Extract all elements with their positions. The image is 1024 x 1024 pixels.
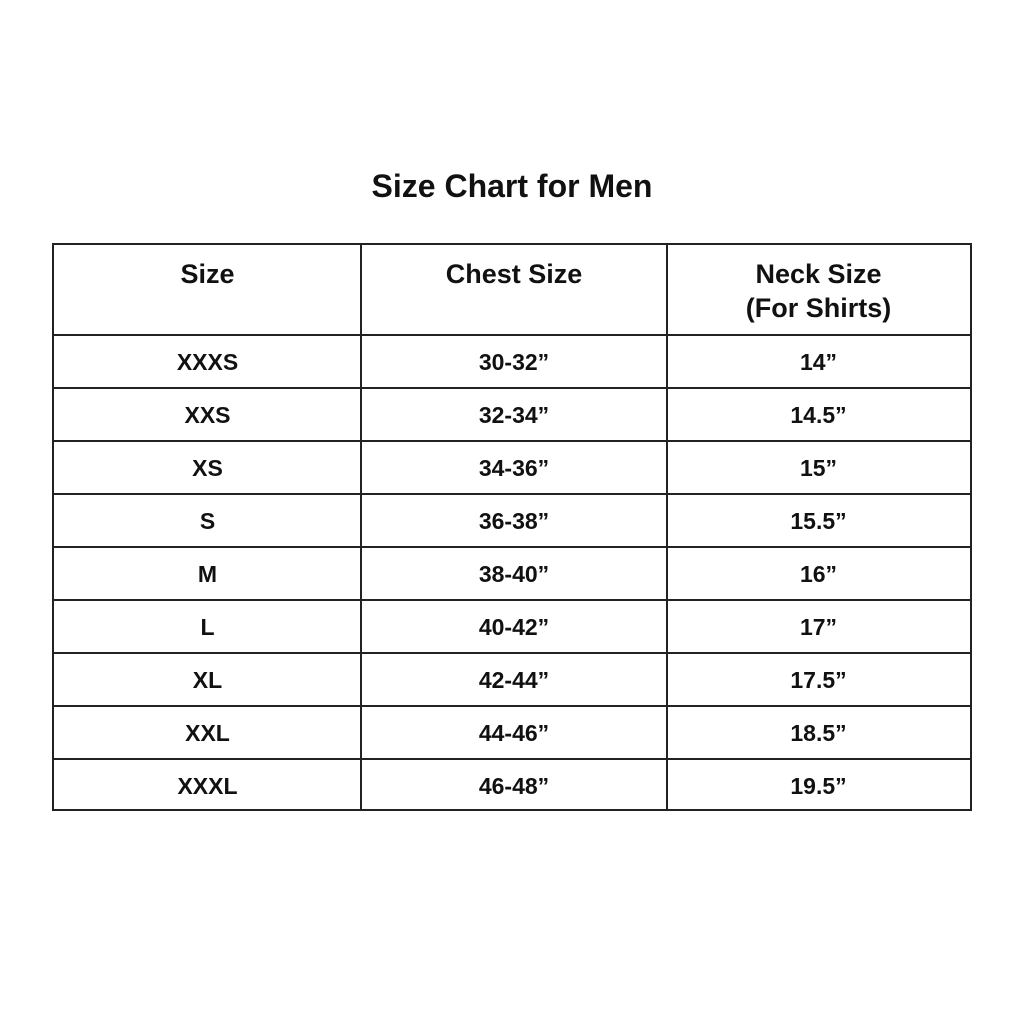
- body-cell: 14.5”: [790, 401, 847, 428]
- row-divider: [54, 334, 970, 336]
- body-cell: 17.5”: [790, 666, 847, 693]
- body-cell: M: [197, 560, 218, 587]
- row-divider: [54, 758, 970, 760]
- size-table: Size Chest Size Neck Size (For Shirts) XXXS…: [52, 243, 972, 811]
- body-cell: 18.5”: [790, 719, 847, 746]
- body-cell: S: [199, 507, 216, 534]
- body-cell: 14”: [799, 348, 838, 375]
- row-divider: [54, 493, 970, 495]
- row-divider: [54, 599, 970, 601]
- body-cell: XXL: [185, 719, 230, 746]
- column-divider: [666, 245, 668, 809]
- body-cell: XL: [192, 666, 223, 693]
- body-cell: 34-36”: [478, 454, 550, 481]
- body-cell: XXXL: [177, 772, 238, 799]
- body-cell: 32-34”: [478, 401, 550, 428]
- column-divider: [360, 245, 362, 809]
- header-cell: Size: [180, 259, 235, 289]
- body-cell: 15.5”: [790, 507, 847, 534]
- body-cell: 30-32”: [478, 348, 550, 375]
- body-cell: 38-40”: [478, 560, 550, 587]
- body-cell: 44-46”: [478, 719, 550, 746]
- body-cell: 42-44”: [478, 666, 550, 693]
- body-cell: 40-42”: [478, 613, 550, 640]
- body-cell: 19.5”: [790, 772, 847, 799]
- row-divider: [54, 546, 970, 548]
- body-cell: L: [200, 613, 215, 640]
- row-divider: [54, 387, 970, 389]
- body-cell: 36-38”: [478, 507, 550, 534]
- body-cell: 16”: [799, 560, 838, 587]
- body-cell: XXXS: [176, 348, 239, 375]
- body-cell: 15”: [799, 454, 838, 481]
- body-cell: XXS: [184, 401, 231, 428]
- body-cell: XS: [192, 454, 223, 481]
- title: Size Chart for Men: [371, 168, 653, 204]
- row-divider: [54, 652, 970, 654]
- row-divider: [54, 705, 970, 707]
- header-cell: Chest Size: [445, 259, 583, 289]
- header-cell: Neck Size (For Shirts): [745, 259, 892, 323]
- body-cell: 17”: [799, 613, 838, 640]
- body-cell: 46-48”: [478, 772, 550, 799]
- row-divider: [54, 440, 970, 442]
